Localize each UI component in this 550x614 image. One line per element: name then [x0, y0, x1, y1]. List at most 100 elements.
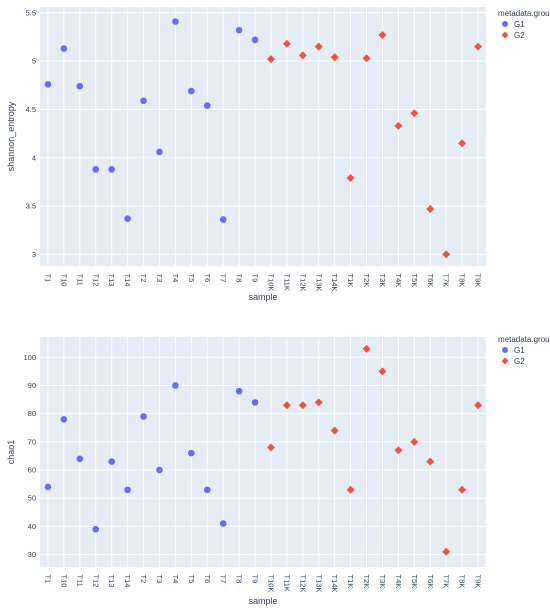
- data-point-g2: [330, 53, 339, 62]
- data-point-g2: [346, 174, 355, 183]
- data-point-g1: [124, 215, 131, 222]
- x-tick-label: T2: [139, 575, 148, 584]
- data-point-g2: [410, 437, 419, 446]
- x-tick-label: T14: [123, 575, 132, 588]
- data-point-g2: [314, 42, 323, 51]
- data-point-g1: [76, 82, 84, 90]
- x-tick-label: T6K: [426, 575, 435, 589]
- data-point-g1: [140, 413, 147, 420]
- x-tick-label: T2K: [362, 575, 371, 589]
- x-tick-label: T12: [91, 575, 100, 588]
- data-point-g2: [426, 204, 435, 213]
- data-point-g2: [346, 485, 355, 494]
- x-tick-label: T14K: [330, 575, 339, 593]
- data-point-g1: [76, 455, 84, 463]
- legend-marker: [501, 357, 509, 365]
- x-axis-title: sample: [248, 596, 277, 606]
- data-point-g2: [378, 367, 387, 376]
- x-tick-label: T6K: [426, 274, 435, 288]
- y-tick-label: 90: [28, 381, 36, 390]
- y-tick-label: 4.5: [26, 105, 36, 114]
- data-point-g2: [474, 42, 483, 51]
- x-tick-label: T7K: [442, 575, 451, 589]
- data-point-g2: [442, 547, 451, 556]
- y-tick-label: 80: [28, 409, 36, 418]
- x-tick-label: T4: [171, 274, 180, 283]
- y-tick-label: 3.5: [26, 202, 36, 211]
- data-point-g2: [410, 109, 419, 118]
- y-axis-title: shannon_entropy: [6, 101, 16, 171]
- data-point-g1: [219, 216, 227, 223]
- y-tick-label: 30: [28, 550, 36, 559]
- x-tick-label: T10K: [266, 575, 275, 593]
- x-tick-label: T9: [251, 274, 260, 283]
- data-point-g2: [378, 31, 387, 40]
- x-tick-label: T13: [107, 274, 116, 287]
- x-tick-label: T7: [219, 575, 228, 584]
- legend: metadata.group G1 G2: [498, 9, 550, 40]
- x-tick-label: T12K: [298, 274, 307, 292]
- data-point-g2: [282, 39, 291, 48]
- legend-title: metadata.group: [498, 335, 550, 344]
- y-tick-label: 4: [32, 153, 36, 162]
- x-tick-label: T6: [203, 274, 212, 283]
- x-tick-label: T10: [59, 274, 68, 287]
- data-point-g1: [219, 520, 227, 527]
- data-point-g2: [314, 398, 323, 407]
- y-tick-label: 40: [28, 522, 36, 531]
- data-point-g2: [362, 344, 371, 353]
- x-tick-label: T8K: [458, 575, 467, 589]
- x-tick-label: T4K: [394, 575, 403, 589]
- data-point-g2: [458, 139, 467, 148]
- data-point-g2: [298, 51, 307, 60]
- x-tick-label: T5K: [410, 274, 419, 288]
- x-tick-label: T4K: [394, 274, 403, 288]
- data-point-g2: [474, 401, 483, 410]
- legend-label: G2: [514, 357, 525, 366]
- x-tick-label: T14: [123, 274, 132, 287]
- data-point-g2: [442, 250, 451, 259]
- x-tick-label: T7K: [442, 274, 451, 288]
- data-point-g2: [298, 401, 307, 410]
- x-tick-label: T2K: [362, 274, 371, 288]
- x-tick-label: T12K: [298, 575, 307, 593]
- x-tick-label: T4: [171, 575, 180, 584]
- data-point-g1: [60, 45, 68, 52]
- x-tick-label: T11: [75, 274, 84, 286]
- data-point-g1: [92, 166, 100, 173]
- chart-panel-2: 30 40 50 60 70 80 90 100 T1 T10 T11 T12 T13 T14 T2 T3 T4…: [6, 335, 550, 606]
- data-point-g2: [458, 485, 467, 494]
- data-point-g2: [394, 446, 403, 455]
- data-point-g1: [203, 102, 211, 109]
- y-tick-label: 60: [28, 466, 36, 475]
- data-point-g2: [282, 401, 291, 410]
- data-point-g1: [172, 382, 179, 389]
- data-point-g1: [188, 87, 195, 95]
- data-point-g1: [156, 466, 163, 474]
- x-tick-label: T7: [219, 274, 228, 283]
- data-point-g1: [124, 486, 131, 494]
- x-tick-label: T3: [155, 274, 164, 283]
- data-point-g1: [156, 148, 163, 156]
- x-tick-label: T8K: [458, 274, 467, 288]
- x-tick-label: T5: [187, 274, 196, 283]
- legend-label: G2: [514, 31, 525, 40]
- legend-label: G1: [514, 20, 525, 29]
- x-tick-label: T5: [187, 575, 196, 584]
- data-point-g2: [266, 443, 275, 452]
- data-point-g2: [426, 457, 435, 466]
- plot-area: [40, 7, 486, 266]
- x-tick-label: T8: [235, 274, 244, 283]
- y-tick-label: 50: [28, 494, 36, 503]
- data-point-g1: [44, 483, 52, 491]
- x-tick-label: T1: [43, 274, 52, 283]
- x-tick-label: T10: [59, 575, 68, 588]
- data-point-g1: [108, 458, 115, 465]
- x-tick-label: T13K: [314, 274, 323, 292]
- plot-area: [40, 337, 486, 567]
- data-point-g1: [188, 449, 195, 457]
- data-point-g2: [330, 426, 339, 435]
- x-tick-label: T1K: [346, 575, 355, 589]
